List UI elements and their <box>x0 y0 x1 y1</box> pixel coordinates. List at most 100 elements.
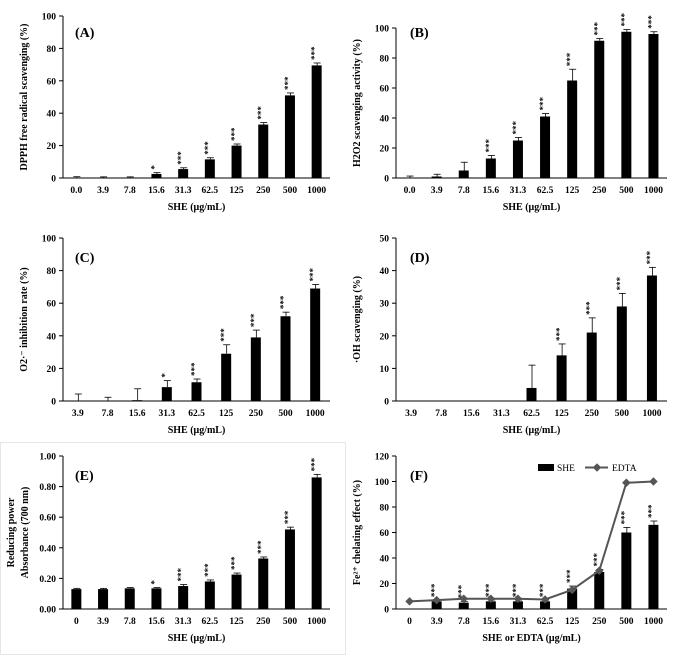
x-axis-title: SHE (μg/mL) <box>168 633 226 644</box>
y-tick-label: 0 <box>384 175 389 185</box>
bar <box>567 588 578 609</box>
y-axis-title: ·OH scavenging (%) <box>352 276 363 363</box>
significance-mark: *** <box>249 313 259 327</box>
significance-mark: *** <box>592 552 602 566</box>
significance-mark: *** <box>615 276 625 290</box>
y-tick-label: 100 <box>375 25 390 35</box>
y-tick-label: 50 <box>380 235 390 245</box>
chart-panel-6: 0 20 40 60 80 100 120 0 3.9 7.8 15.6 31.3 62.5 125 250… <box>352 453 667 644</box>
significance-mark: *** <box>203 141 213 155</box>
y-axis-title: Fe²⁺ chelating effect (%) <box>352 480 363 585</box>
significance-mark: *** <box>310 457 320 471</box>
y-tick-label: 0 <box>384 606 389 616</box>
edta-point <box>567 585 577 595</box>
bar <box>526 387 537 401</box>
significance-mark: *** <box>484 139 494 153</box>
y-tick-label: 40 <box>380 555 390 565</box>
edta-line <box>409 480 654 603</box>
bar <box>621 532 632 609</box>
chart-panel-1: 0 20 40 60 80 100 0.0 3.9 7.8 15.6 31.3 62.5 125 250 5… <box>19 13 330 213</box>
significance-mark: *** <box>565 52 575 66</box>
bar <box>98 177 109 179</box>
y-tick-label: 60 <box>380 529 390 539</box>
bar <box>151 173 162 178</box>
x-tick-label: 15.6 <box>129 409 146 419</box>
bar <box>512 140 523 178</box>
bar <box>594 572 605 609</box>
x-tick-label: 125 <box>229 186 244 196</box>
bar <box>404 177 415 179</box>
bar <box>512 601 523 609</box>
x-tick-label: 0 <box>407 617 412 627</box>
legend-label-she: SHE <box>557 464 575 474</box>
legend-label-edta: EDTA <box>612 464 637 474</box>
x-tick-label: 0.0 <box>70 186 82 196</box>
significance-mark: *** <box>230 127 240 141</box>
x-tick-label: 500 <box>283 617 298 627</box>
x-tick-label: 3.9 <box>431 617 443 627</box>
x-tick-label: 500 <box>619 617 634 627</box>
significance-mark: *** <box>256 540 266 554</box>
bar <box>258 124 269 178</box>
bar <box>540 116 551 178</box>
bar <box>98 589 109 609</box>
bar <box>485 601 496 609</box>
significance-mark: *** <box>585 301 595 315</box>
bar <box>284 95 295 178</box>
significance-mark: *** <box>190 362 200 376</box>
bar <box>71 589 82 609</box>
significance-mark: *** <box>484 583 494 597</box>
significance-mark: *** <box>538 97 548 111</box>
significance-mark: *** <box>310 46 320 60</box>
bar <box>648 34 659 178</box>
x-tick-label: 62.5 <box>202 186 219 196</box>
panel-label: (F) <box>410 469 428 484</box>
significance-mark: *** <box>645 250 655 264</box>
bar <box>310 288 321 401</box>
significance-mark: *** <box>555 327 565 341</box>
legend-marker-edta <box>592 463 602 472</box>
y-axis-title: Reducing power <box>6 497 17 567</box>
edta-point <box>649 477 658 486</box>
y-tick-label: 80 <box>47 267 57 277</box>
y-axis-title: Absorbance (700 nm) <box>20 487 31 579</box>
x-tick-label: 250 <box>592 186 607 196</box>
significance-mark: *** <box>511 121 521 135</box>
bar <box>616 306 627 401</box>
bar <box>124 588 135 609</box>
x-tick-label: 7.8 <box>458 617 470 627</box>
bar <box>221 353 232 401</box>
y-tick-label: 20 <box>47 142 57 152</box>
bar <box>648 524 659 609</box>
significance-mark: * <box>160 373 170 378</box>
x-tick-label: 3.9 <box>431 186 443 196</box>
chart-panel-5: 0.00 0.20 0.40 0.60 0.80 1.00 0 3.9 7.8 15.6 31.3 6… <box>6 453 330 644</box>
bar <box>284 529 295 609</box>
significance-mark: *** <box>283 510 293 524</box>
edta-point <box>459 594 468 604</box>
bar <box>72 400 83 402</box>
bar <box>431 176 442 178</box>
x-axis-title: SHE (μg/mL) <box>168 425 226 436</box>
significance-mark: *** <box>283 76 293 90</box>
significance-mark: *** <box>646 504 656 518</box>
bar <box>178 586 189 609</box>
x-tick-label: 7.8 <box>124 186 136 196</box>
bar <box>151 588 162 609</box>
edta-point <box>540 595 550 604</box>
edta-point <box>513 594 523 604</box>
significance-mark: *** <box>176 568 186 582</box>
x-tick-label: 3.9 <box>97 617 109 627</box>
bar <box>132 400 143 401</box>
significance-mark: *** <box>565 569 575 583</box>
bar <box>102 400 113 402</box>
x-axis-title: SHE or EDTA (μg/mL) <box>482 633 580 644</box>
x-tick-label: 31.3 <box>175 617 192 627</box>
y-tick-label: 0.60 <box>39 514 56 524</box>
bar <box>258 558 269 609</box>
x-tick-label: 15.6 <box>483 186 500 196</box>
y-tick-label: 0.80 <box>39 483 56 493</box>
x-tick-label: 125 <box>565 617 580 627</box>
bar <box>458 170 469 178</box>
